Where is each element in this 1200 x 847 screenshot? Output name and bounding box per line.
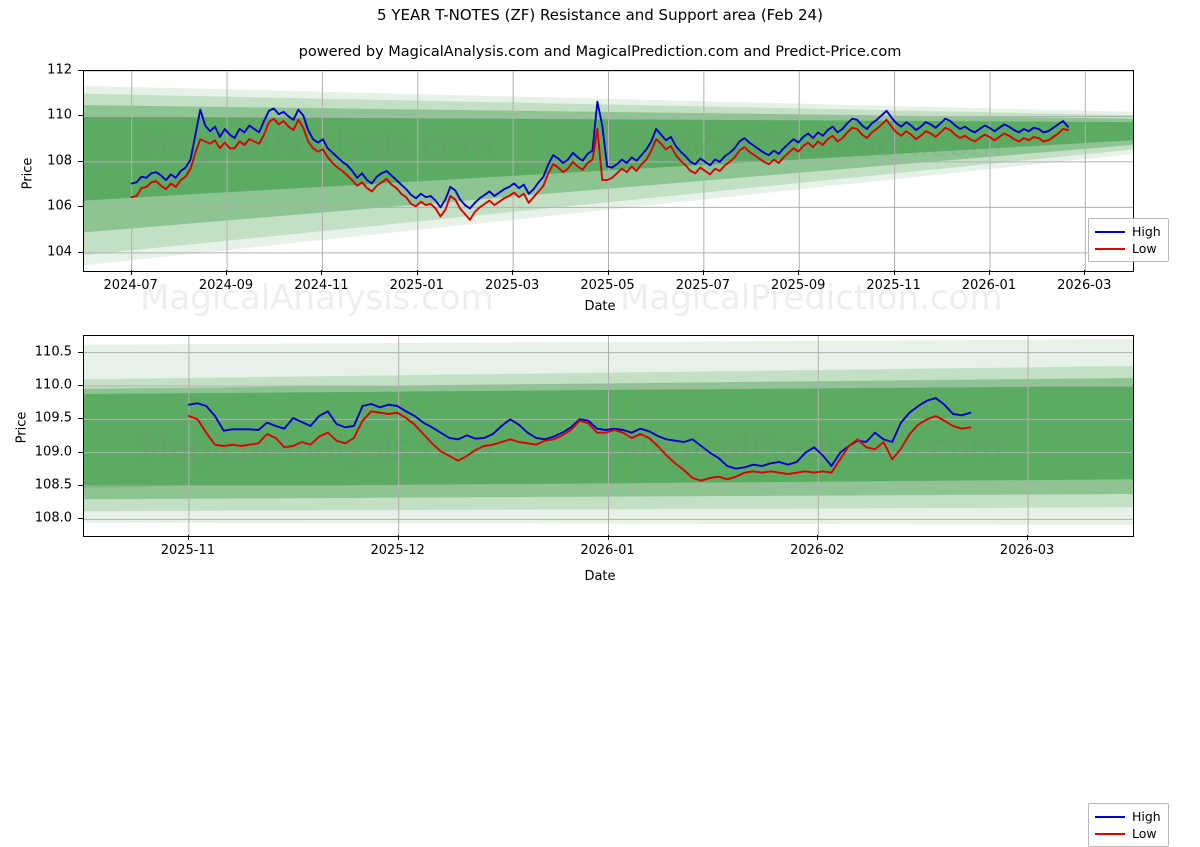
top-chart-xlabel: Date	[584, 299, 616, 314]
y-tick-label: 110.5	[34, 344, 72, 360]
y-tick-mark	[78, 251, 83, 253]
x-tick-mark	[607, 535, 609, 540]
x-tick-label: 2024-11	[294, 278, 349, 293]
y-tick-label: 109.0	[34, 444, 72, 460]
bottom-chart-canvas	[84, 336, 1133, 536]
bottom-chart-panel: Price 108.0 108.5 109.0 109.5 110.0 110.5 2025…	[0, 320, 1200, 847]
x-tick-mark	[130, 270, 132, 275]
y-tick-mark	[78, 70, 83, 71]
legend-item[interactable]: Low	[1095, 240, 1161, 257]
x-tick-label: 2025-11	[160, 543, 216, 558]
x-tick-label: 2026-01	[580, 543, 635, 558]
y-tick-label: 108.0	[34, 510, 72, 526]
x-tick-label: 2026-03	[1057, 278, 1112, 293]
x-tick-label: 2025-01	[389, 278, 444, 293]
x-tick-mark	[798, 270, 800, 275]
x-tick-label: 2025-03	[484, 278, 540, 293]
top-chart-canvas	[84, 71, 1133, 271]
y-tick-mark	[78, 385, 83, 386]
x-tick-mark	[893, 270, 895, 275]
y-tick-label: 110.0	[34, 377, 72, 393]
legend-swatch-line	[1095, 230, 1125, 233]
x-tick-mark	[817, 535, 819, 540]
x-tick-label: 2025-07	[675, 278, 731, 293]
x-tick-label: 2024-09	[198, 278, 254, 293]
legend-label: Low	[1132, 241, 1157, 256]
y-tick-label: 104	[47, 244, 72, 260]
legend-swatch-line	[1095, 815, 1125, 818]
legend-label: High	[1132, 809, 1161, 824]
x-tick-label: 2024-07	[103, 278, 158, 293]
y-tick-label: 109.5	[34, 410, 72, 426]
top-chart-panel: Price 104 106 108 110 112 2024-07 2024-09 2024-…	[0, 0, 1200, 320]
legend-item[interactable]: High	[1095, 223, 1161, 240]
x-tick-mark	[988, 270, 990, 275]
bottom-chart-xlabel: Date	[584, 569, 616, 584]
top-chart-legend[interactable]: High Low	[1088, 218, 1169, 262]
y-tick-label: 108.5	[34, 477, 72, 493]
x-tick-mark	[512, 270, 514, 275]
y-tick-label: 108	[47, 153, 72, 169]
y-tick-label: 110	[47, 107, 72, 123]
bottom-chart-plot-area	[83, 335, 1134, 537]
series-line-low	[189, 411, 971, 480]
legend-swatch-line	[1095, 247, 1125, 250]
y-tick-mark	[78, 518, 83, 520]
x-tick-mark	[416, 270, 418, 275]
legend-label: Low	[1132, 826, 1157, 841]
x-tick-label: 2025-12	[370, 543, 425, 558]
x-tick-mark	[702, 270, 704, 275]
y-tick-mark	[78, 115, 83, 117]
x-tick-label: 2025-09	[771, 278, 826, 293]
series-line-high	[132, 102, 1068, 209]
y-tick-mark	[78, 351, 83, 353]
y-tick-label: 106	[47, 198, 72, 214]
x-tick-label: 2025-11	[866, 278, 921, 293]
x-tick-mark	[1027, 535, 1029, 540]
x-tick-label: 2025-05	[580, 278, 635, 293]
y-tick-label: 112	[47, 62, 72, 78]
y-tick-mark	[78, 206, 83, 208]
page-title: 5 YEAR T-NOTES (ZF) Resistance and Suppo…	[377, 6, 823, 24]
series-line-high	[189, 398, 971, 469]
x-tick-label: 2026-02	[790, 543, 845, 558]
legend-item[interactable]: Low	[1095, 825, 1161, 842]
page-subtitle: powered by MagicalAnalysis.com and Magic…	[298, 44, 902, 60]
x-tick-mark	[187, 535, 189, 540]
x-tick-label: 2026-03	[999, 543, 1055, 558]
legend-label: High	[1132, 224, 1161, 239]
y-tick-mark	[78, 160, 83, 162]
x-tick-label: 2026-01	[961, 278, 1017, 293]
y-tick-mark	[78, 485, 83, 486]
y-tick-mark	[78, 418, 83, 420]
x-tick-mark	[226, 270, 228, 275]
legend-item[interactable]: High	[1095, 808, 1161, 825]
x-tick-mark	[397, 535, 399, 540]
series-line-low	[132, 119, 1068, 220]
x-tick-mark	[1084, 270, 1086, 275]
bottom-chart-legend[interactable]: High Low	[1088, 803, 1169, 847]
x-tick-mark	[607, 270, 609, 275]
x-tick-mark	[321, 270, 323, 275]
legend-swatch-line	[1095, 832, 1125, 835]
y-tick-mark	[78, 451, 83, 453]
top-chart-plot-area	[83, 70, 1134, 272]
